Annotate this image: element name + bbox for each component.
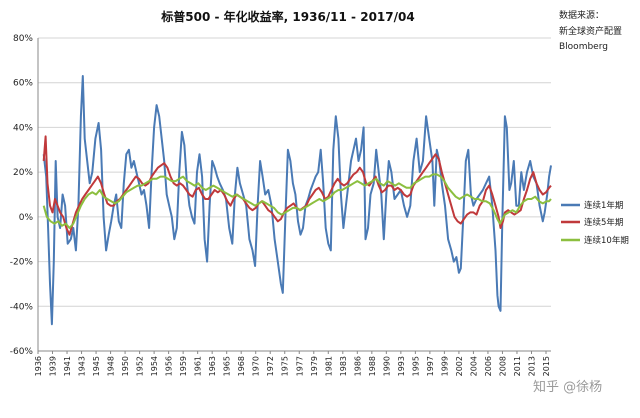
x-tick-label: 1981 (324, 356, 333, 376)
x-tick-label: 1990 (382, 356, 391, 376)
x-tick-label: 2006 (484, 356, 493, 376)
x-tick-label: 1968 (237, 356, 246, 376)
x-tick-label: 1961 (194, 356, 203, 376)
x-tick-label: 1952 (136, 356, 145, 376)
x-tick-label: 1999 (440, 356, 449, 376)
x-tick-label: 1988 (368, 356, 377, 376)
x-tick-label: 1993 (397, 356, 406, 376)
x-tick-label: 1986 (353, 356, 362, 376)
x-tick-label: 1948 (107, 356, 116, 376)
source-line-2: 新全球资产配置 (559, 25, 622, 37)
x-axis: 1936 1939 1941 1943 1945 1948 1950 1952 1954 1956… (34, 351, 551, 376)
plot-series (42, 75, 552, 326)
x-tick-label: 1983 (339, 356, 348, 376)
series-line-1 (42, 75, 552, 326)
y-tick-label: 20% (13, 168, 33, 178)
y-tick-label: -40% (10, 302, 34, 312)
x-tick-label: 1995 (411, 356, 420, 376)
x-tick-label: 1979 (310, 356, 319, 376)
x-tick-label: 2013 (527, 356, 536, 376)
x-tick-label: 1997 (426, 356, 435, 376)
y-tick-label: -60% (10, 347, 34, 357)
x-tick-label: 1965 (223, 356, 232, 376)
x-tick-label: 2008 (498, 356, 507, 376)
x-tick-label: 1970 (252, 356, 261, 376)
x-tick-label: 1956 (165, 356, 174, 376)
x-tick-label: 2011 (513, 356, 522, 376)
y-tick-label: 60% (13, 79, 33, 89)
x-tick-label: 1977 (295, 356, 304, 376)
x-tick-label: 1972 (266, 356, 275, 376)
x-tick-label: 1941 (63, 356, 72, 376)
x-tick-label: 1954 (150, 356, 159, 376)
x-tick-label: 1936 (34, 356, 43, 376)
x-tick-label: 1975 (281, 356, 290, 376)
gridlines (38, 37, 551, 352)
y-axis: -60% -40% -20% 0% 20% 40% 60% 80% (10, 34, 551, 357)
y-tick-label: 80% (13, 34, 33, 44)
x-tick-label: 1943 (78, 356, 87, 376)
legend-label: 连续5年期 (584, 217, 623, 228)
y-tick-label: 40% (13, 123, 33, 133)
chart-title: 标普500 - 年化收益率, 1936/11 - 2017/04 (160, 9, 414, 24)
x-tick-label: 1945 (92, 356, 101, 376)
legend-label: 连续10年期 (584, 235, 629, 246)
x-tick-label: 2002 (455, 356, 464, 376)
source-line-1: 数据来源： (559, 9, 604, 21)
x-tick-label: 2004 (469, 356, 478, 376)
series-line-3 (42, 173, 552, 229)
x-tick-label: 1963 (208, 356, 217, 376)
x-tick-label: 1950 (121, 356, 130, 376)
watermark: 知乎 @徐杨 (533, 379, 602, 395)
y-tick-label: 0% (19, 213, 34, 223)
legend-label: 连续1年期 (584, 200, 623, 211)
source-line-3: Bloomberg (559, 42, 608, 52)
x-tick-label: 1959 (179, 356, 188, 376)
x-tick-label: 1939 (49, 356, 58, 376)
x-tick-label: 2015 (542, 356, 551, 376)
y-tick-label: -20% (10, 258, 34, 268)
